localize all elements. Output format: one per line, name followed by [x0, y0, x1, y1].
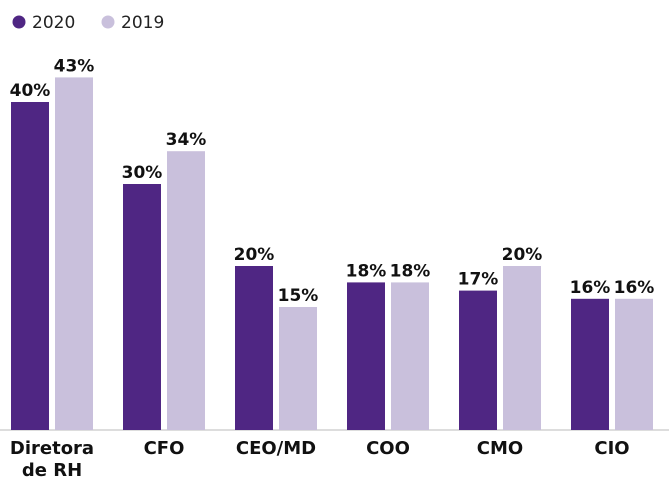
value-label: 18% [390, 261, 431, 281]
value-label: 16% [570, 278, 611, 298]
x-tick-label: CFO [143, 438, 185, 459]
bar [615, 298, 653, 430]
x-tick-label: CIO [594, 438, 630, 459]
bar [279, 307, 317, 430]
x-tick-label: CMO [476, 438, 524, 459]
value-label: 15% [278, 286, 319, 306]
bar [167, 151, 205, 430]
legend-label: 2020 [32, 13, 75, 33]
x-tick-label: COO [366, 438, 410, 459]
value-label: 20% [234, 245, 275, 265]
value-label: 34% [166, 130, 207, 150]
x-tick-label: CEO/MD [235, 438, 317, 459]
value-label: 17% [458, 270, 499, 290]
value-label: 40% [10, 81, 51, 101]
bar [459, 290, 497, 430]
legend-label: 2019 [121, 13, 164, 33]
value-label: 43% [54, 56, 95, 76]
legend-swatch [12, 15, 26, 29]
bar [503, 266, 541, 430]
bar [11, 102, 49, 430]
bar [347, 282, 385, 430]
value-label: 18% [346, 261, 387, 281]
bar [123, 184, 161, 430]
bar [55, 77, 93, 431]
value-label: 16% [614, 278, 655, 298]
value-label: 20% [502, 245, 543, 265]
bar [235, 266, 273, 430]
bar [391, 282, 429, 430]
bar [571, 298, 609, 430]
legend-swatch [101, 15, 115, 29]
x-tick-label: Diretora de RH [9, 438, 95, 481]
value-label: 30% [122, 163, 163, 183]
